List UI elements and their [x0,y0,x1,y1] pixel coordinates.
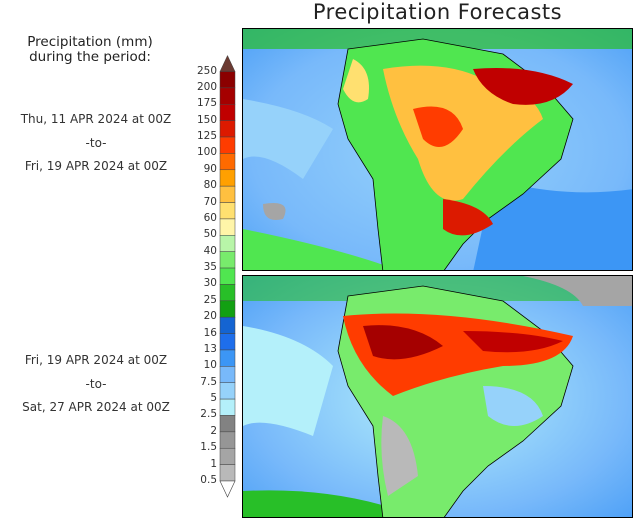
colorbar-segment [219,202,236,220]
colorbar-tick-label: 1.5 [200,441,217,454]
colorbar-segment [219,251,236,269]
colorbar-segment [219,316,236,334]
forecast-map-week1 [242,28,633,271]
colorbar-segment [219,267,236,285]
colorbar-segment [219,447,236,465]
colorbar-segment [219,136,236,154]
colorbar-segment [219,398,236,416]
page-title: Precipitation Forecasts [312,0,563,24]
colorbar-tick-label: 175 [196,97,217,110]
colorbar-segment [219,218,236,236]
colorbar-segment [219,169,236,187]
colorbar-tick-label: 2 [210,424,217,437]
colorbar-segment [219,87,236,105]
colorbar-tick-label: 50 [203,228,217,241]
colorbar-segment [219,104,236,121]
legend-title: Precipitation (mm) during the period: [0,35,180,65]
colorbar-tick-label: 90 [203,162,217,175]
colorbar-tick-label: 7.5 [200,375,217,388]
colorbar-tick-label: 35 [203,261,217,274]
colorbar-top-arrow [219,54,236,72]
colorbar-tick-label: 1 [210,457,217,470]
colorbar-segment [219,366,236,383]
period-2-end: Sat, 27 APR 2024 at 00Z [22,400,170,414]
colorbar-segment [219,382,236,400]
colorbar-tick-label: 40 [203,244,217,257]
colorbar-bottom-arrow [219,480,236,498]
colorbar-tick-label: 250 [196,64,217,77]
colorbar-segment [219,185,236,203]
colorbar-segment [219,333,236,351]
colorbar-tick-label: 16 [203,326,217,339]
colorbar-tick-label: 10 [203,359,217,372]
period-1-separator: -to- [85,136,107,150]
colorbar-segment [219,349,236,367]
colorbar-segment [219,464,236,482]
forecast-map-week2 [242,275,633,518]
colorbar-tick-label: 80 [203,179,217,192]
colorbar-tick-label: 200 [196,80,217,93]
colorbar-tick-label: 30 [203,277,217,290]
legend-title-line1: Precipitation (mm) [27,34,153,50]
colorbar-tick-label: 150 [196,113,217,126]
period-1-start: Thu, 11 APR 2024 at 00Z [20,112,172,126]
colorbar-segment [219,71,236,89]
colorbar-tick-label: 0.5 [200,474,217,486]
period-2-start: Fri, 19 APR 2024 at 00Z [24,353,168,367]
colorbar-tick-label: 70 [203,195,217,208]
colorbar-segment [219,284,236,302]
colorbar-segment [219,120,236,138]
period-1-end: Fri, 19 APR 2024 at 00Z [24,159,168,173]
period-2-separator: -to- [85,377,107,391]
legend-title-line2: during the period: [29,49,151,65]
colorbar-tick-label: 125 [196,130,217,143]
colorbar-tick-label: 13 [203,342,217,355]
colorbar-segment [219,431,236,449]
colorbar-tick-label: 100 [196,146,217,159]
colorbar-tick-label: 2.5 [200,408,217,421]
colorbar-tick-label: 60 [203,211,217,224]
colorbar-tick-label: 5 [210,392,217,405]
colorbar-segment [219,153,236,171]
colorbar-segment [219,300,236,318]
colorbar-segment [219,235,236,252]
colorbar-segment [219,415,236,433]
colorbar-tick-label: 25 [203,293,217,306]
colorbar-tick-label: 20 [203,310,217,323]
